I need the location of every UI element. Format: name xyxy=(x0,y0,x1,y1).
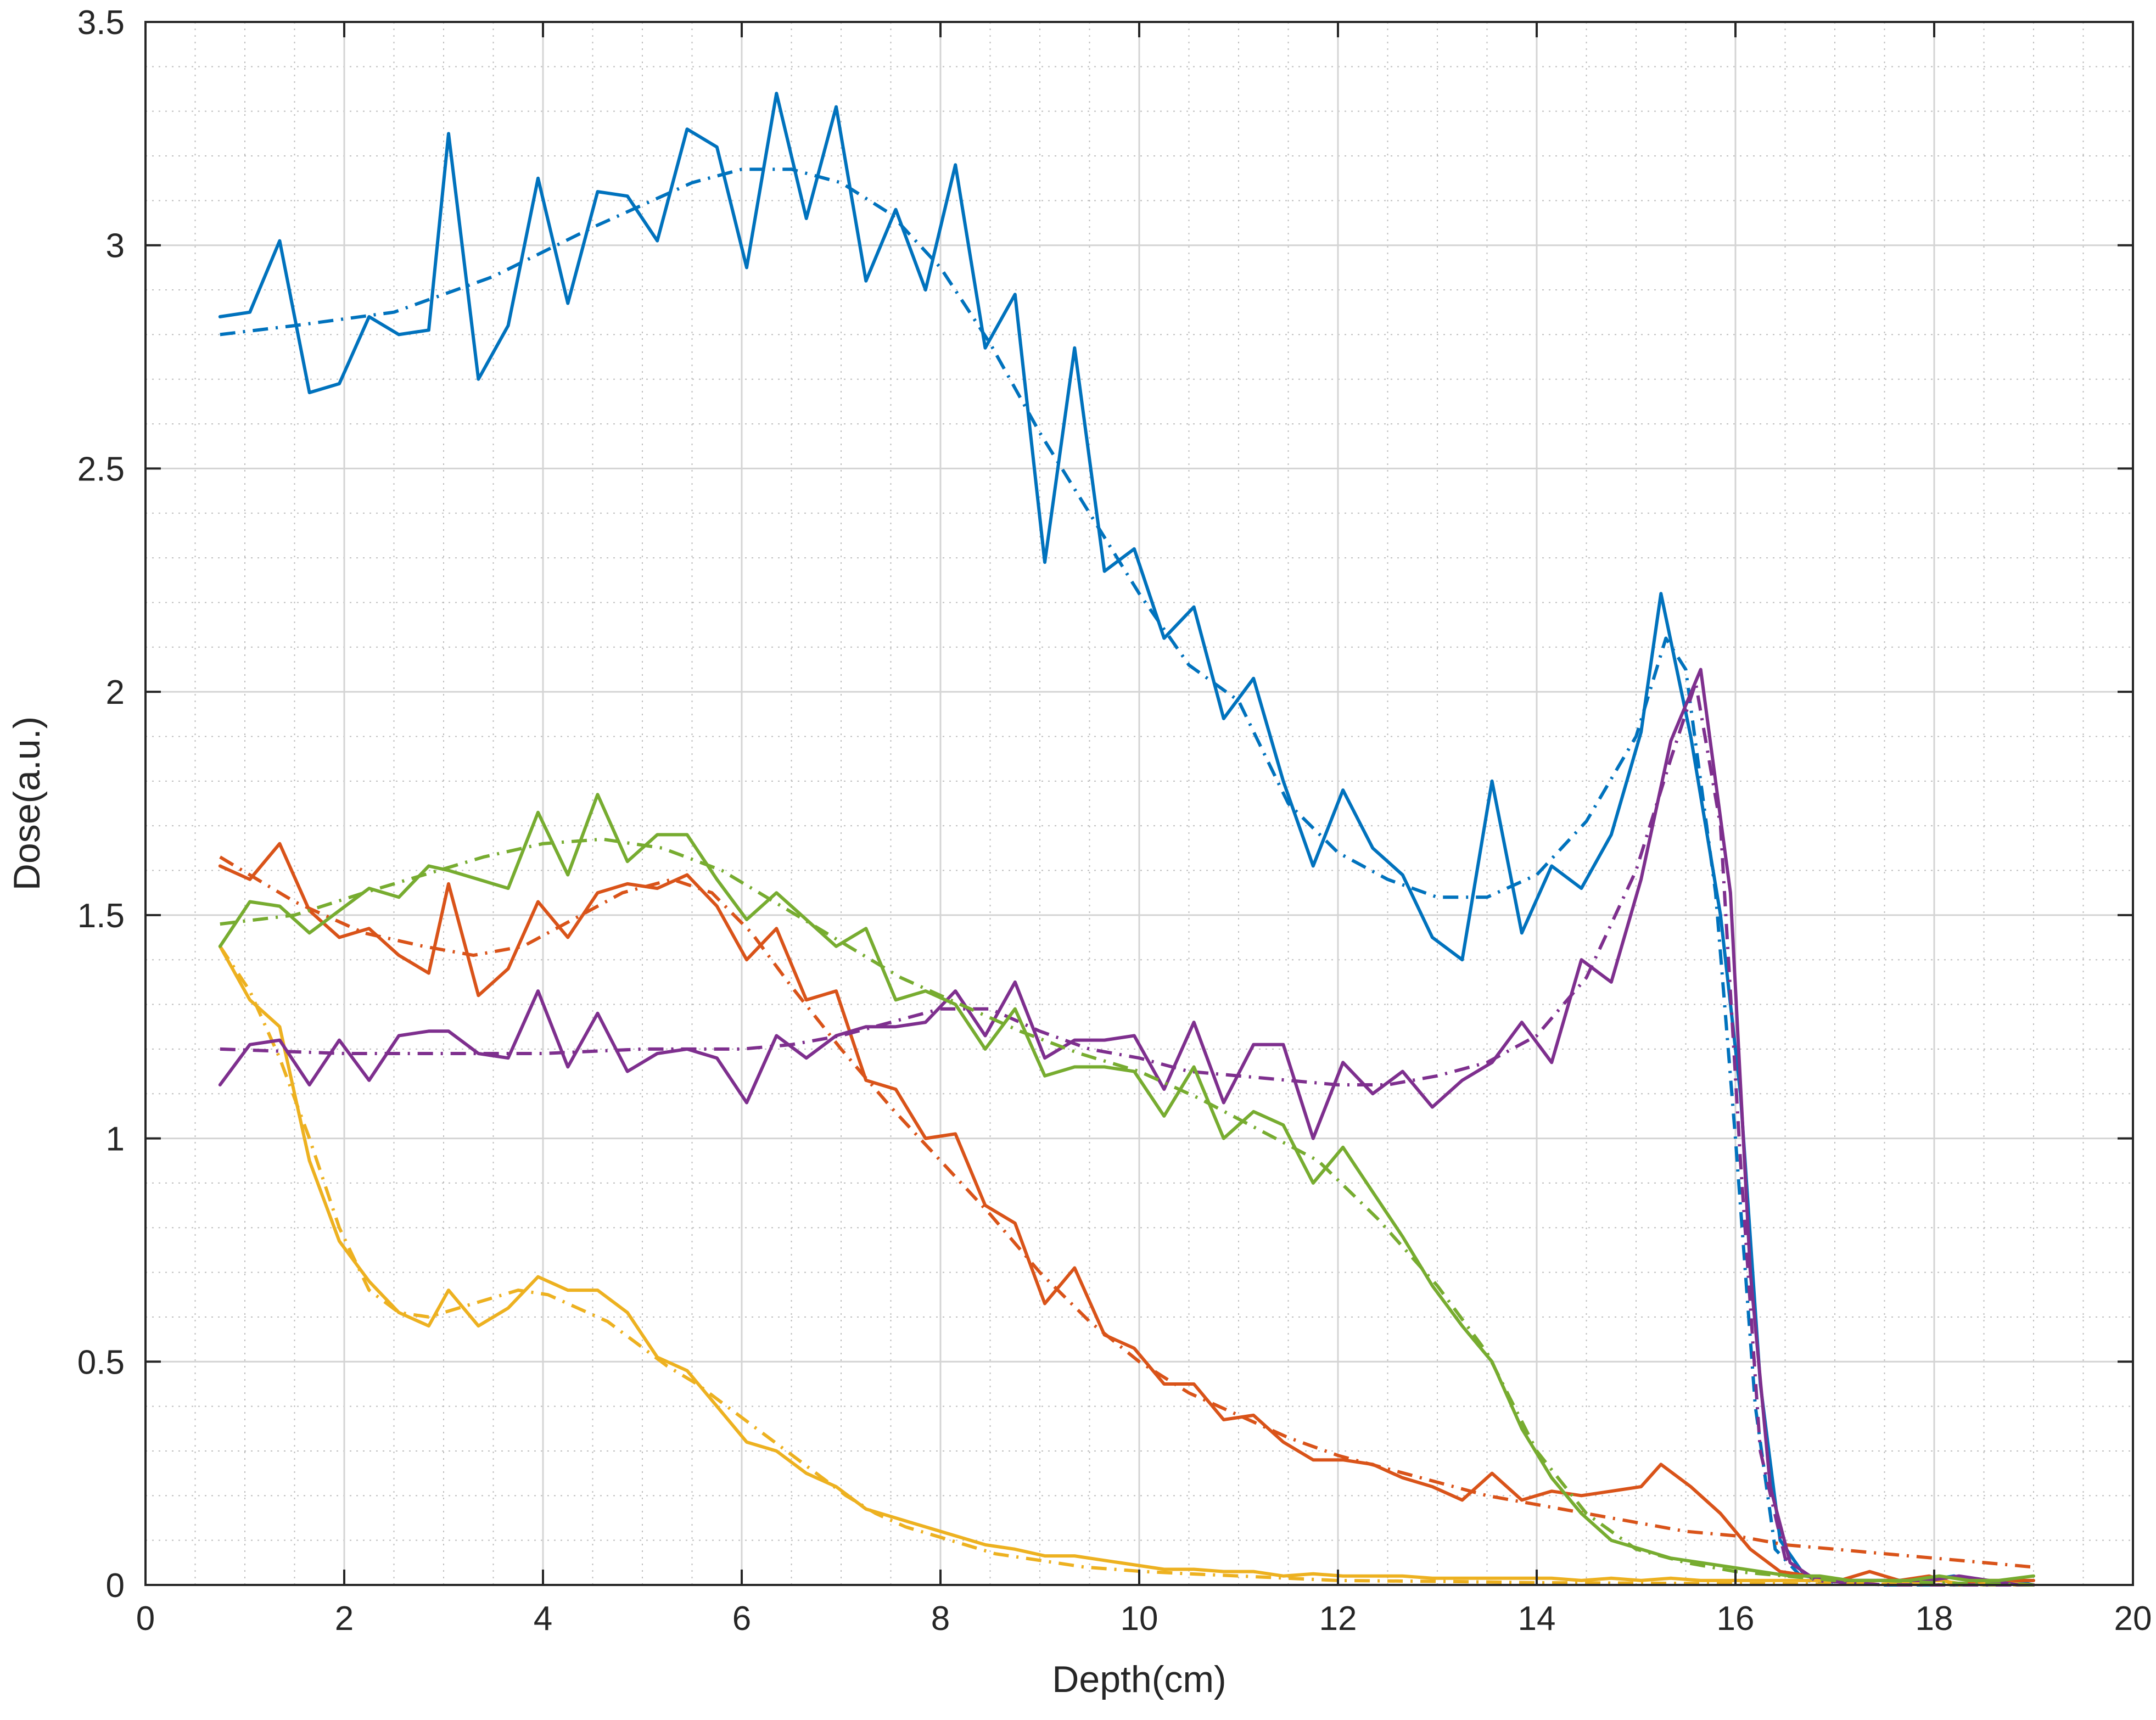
series-line-2-dashdot xyxy=(220,167,2034,1587)
series-line-10-dashdot xyxy=(220,837,2034,1587)
x-tick-label: 10 xyxy=(1121,1600,1158,1638)
x-tick-label: 4 xyxy=(534,1600,552,1638)
series-line-9-solid xyxy=(218,793,2035,1582)
series-line-8-dashdot xyxy=(220,681,2034,1587)
x-tick-label: 12 xyxy=(1319,1600,1357,1638)
series-line-4-dashdot xyxy=(219,855,2034,1569)
major-grid xyxy=(145,22,2133,1585)
x-axis-label: Depth(cm) xyxy=(1052,1659,1226,1700)
series-line-5-solid xyxy=(218,944,2035,1587)
x-tick-label: 16 xyxy=(1717,1600,1755,1638)
y-tick-label: 0 xyxy=(106,1567,125,1605)
y-axis-label: Dose(a.u.) xyxy=(6,716,48,890)
y-tick-label: 2 xyxy=(106,674,125,711)
series-layer xyxy=(218,92,2035,1587)
x-tick-label: 8 xyxy=(931,1600,950,1638)
x-tick-label: 18 xyxy=(1916,1600,1953,1638)
x-tick-label: 6 xyxy=(732,1600,751,1638)
series-line-3-solid xyxy=(218,842,2035,1587)
series-line-1-solid xyxy=(218,92,2035,1587)
y-tick-label: 3 xyxy=(106,227,125,265)
y-tick-label: 1 xyxy=(106,1120,125,1158)
series-line-6-dashdot xyxy=(219,945,2034,1587)
y-tick-label: 2.5 xyxy=(77,450,125,488)
axis-ticks xyxy=(144,21,2134,1586)
y-tick-label: 3.5 xyxy=(77,4,125,42)
series-line-7-solid xyxy=(218,668,2035,1587)
x-tick-label: 2 xyxy=(335,1600,354,1638)
x-axis-tick-labels: 0 2 4 6 8 10 12 14 16 18 20 xyxy=(136,1600,2152,1638)
y-tick-label: 0.5 xyxy=(77,1343,125,1381)
x-tick-label: 0 xyxy=(136,1600,155,1638)
y-axis-tick-labels: 0 0.5 1 1.5 2 2.5 3 3.5 xyxy=(77,4,125,1605)
x-tick-label: 20 xyxy=(2114,1600,2152,1638)
x-tick-label: 14 xyxy=(1518,1600,1556,1638)
y-tick-label: 1.5 xyxy=(77,897,125,935)
